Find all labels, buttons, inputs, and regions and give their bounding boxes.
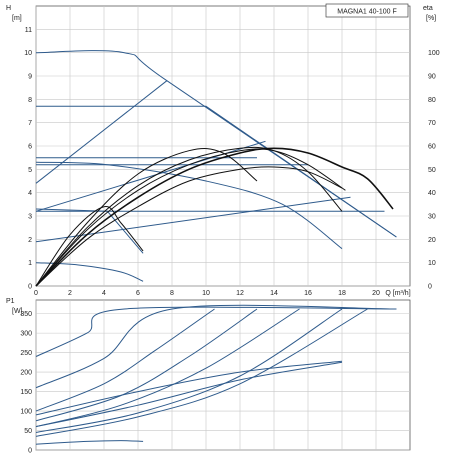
upper-x-tick-label: 4 [102, 290, 106, 297]
upper-y-axis-unit: [m] [12, 15, 22, 22]
lower-y-tick-label: 150 [20, 389, 32, 396]
lower-y-axis-unit: [W] [12, 308, 23, 315]
upper-y-tick-label: 8 [28, 97, 32, 104]
efficiency-curve [35, 148, 258, 287]
upper-y-tick-label: 1 [28, 260, 32, 267]
upper-x-tick-labels: 0 2 4 6 8 10 12 14 16 18 20 [34, 290, 380, 297]
upper-x-tick-label: 20 [372, 290, 380, 297]
power-curve [35, 306, 397, 357]
upper-y2-tick-label: 50 [428, 167, 436, 174]
power-curve [35, 308, 215, 412]
lower-y-tick-label: 100 [20, 409, 32, 416]
power-curve [35, 308, 300, 428]
lower-y-tick-labels: 0 50 100 150 200 250 300 350 [20, 311, 32, 454]
upper-y2-tick-label: 60 [428, 144, 436, 151]
upper-x-tick-label: 0 [34, 290, 38, 297]
upper-y-tick-label: 4 [28, 190, 32, 197]
upper-y2-tick-label: 90 [428, 74, 436, 81]
upper-x-tick-label: 6 [136, 290, 140, 297]
upper-y2-tick-labels: 0 10 20 30 40 50 60 70 80 90 100 [428, 50, 440, 290]
lower-y-tick-label: 350 [20, 311, 32, 318]
upper-y-tick-label: 11 [25, 27, 32, 34]
efficiency-curve [35, 166, 343, 287]
upper-y2-tick-label: 30 [428, 214, 436, 221]
efficiency-curve [35, 148, 346, 287]
pump-curve [35, 80, 168, 184]
upper-grid [35, 6, 410, 287]
upper-y-tick-label: 0 [28, 284, 32, 291]
upper-y-tick-label: 9 [28, 74, 32, 81]
pump-curve [36, 105, 397, 238]
efficiency-curve [35, 147, 394, 287]
upper-y-tick-label: 2 [28, 237, 32, 244]
lower-y-tick-label: 250 [20, 350, 32, 357]
upper-y-tick-label: 10 [24, 50, 32, 57]
upper-y-tick-label: 5 [28, 167, 32, 174]
chart-title: MAGNA1 40-100 F [337, 9, 397, 16]
lower-y-axis-name: P1 [6, 298, 15, 305]
upper-y2-tick-label: 0 [428, 284, 432, 291]
upper-y-tick-labels: 0 1 2 3 4 5 6 7 8 9 10 11 [24, 27, 32, 291]
upper-x-axis-label: Q [m³/h] [385, 290, 410, 297]
upper-y-tick-label: 3 [28, 214, 32, 221]
upper-y2-axis-name: eta [423, 5, 433, 12]
upper-y-tick-label: 6 [28, 144, 32, 151]
upper-series-group [35, 50, 397, 287]
lower-y-tick-label: 200 [20, 370, 32, 377]
power-curve [35, 308, 368, 437]
upper-y2-tick-label: 80 [428, 97, 436, 104]
efficiency-curve [35, 206, 144, 287]
power-curve [35, 308, 258, 422]
upper-y2-tick-label: 70 [428, 120, 436, 127]
power-curve [35, 308, 343, 433]
upper-x-tick-label: 16 [304, 290, 312, 297]
lower-y-tick-label: 50 [24, 428, 32, 435]
chart-title-box: MAGNA1 40-100 F [325, 3, 409, 18]
upper-y2-tick-label: 10 [428, 260, 436, 267]
upper-y-tick-label: 7 [28, 120, 32, 127]
efficiency-curve [35, 146, 343, 287]
upper-x-tick-label: 18 [338, 290, 346, 297]
upper-y2-tick-label: 100 [428, 50, 440, 57]
upper-x-tick-label: 12 [236, 290, 244, 297]
upper-x-tick-label: 14 [270, 290, 278, 297]
upper-x-tick-label: 10 [202, 290, 210, 297]
lower-series-group [35, 304, 397, 445]
power-curve [35, 360, 343, 416]
power-curve [35, 304, 397, 389]
pump-curve [35, 208, 144, 254]
lower-y-tick-label: 300 [20, 331, 32, 338]
power-curve [35, 361, 343, 428]
upper-x-tick-label: 2 [68, 290, 72, 297]
upper-y2-axis-unit: [%] [426, 15, 436, 22]
power-curve [35, 440, 144, 445]
upper-y-axis-name: H [6, 5, 11, 12]
lower-y-tick-label: 0 [28, 448, 32, 455]
upper-x-tick-label: 8 [170, 290, 174, 297]
upper-y2-tick-label: 20 [428, 237, 436, 244]
pump-curve [35, 161, 343, 250]
upper-y2-tick-label: 40 [428, 190, 436, 197]
